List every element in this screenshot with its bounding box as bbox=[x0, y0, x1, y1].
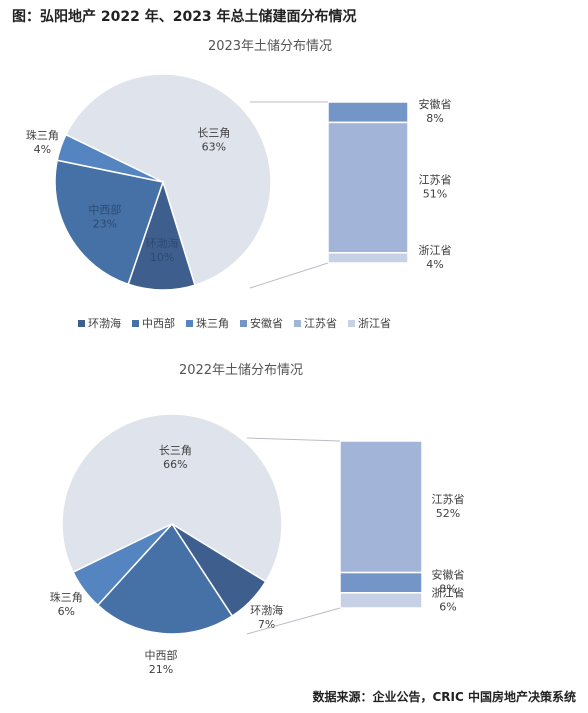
figure-title: 图：弘阳地产 2022 年、2023 年总土储建面分布情况 bbox=[12, 9, 357, 25]
legend-label-江苏省: 江苏省 bbox=[304, 317, 337, 330]
legend-swatch-环渤海 bbox=[78, 320, 85, 327]
slice-value-中西部: 21% bbox=[149, 663, 173, 676]
chart-title-1: 2022年土储分布情况 bbox=[179, 363, 303, 378]
bar-value-浙江省: 4% bbox=[426, 258, 443, 271]
slice-value-环渤海: 7% bbox=[258, 618, 275, 631]
legend-swatch-中西部 bbox=[132, 320, 139, 327]
legend-label-环渤海: 环渤海 bbox=[88, 316, 121, 330]
slice-label-中西部: 中西部 bbox=[88, 202, 121, 216]
slice-label-长三角: 长三角 bbox=[197, 126, 230, 139]
pie-slice-中西部 bbox=[54, 159, 164, 286]
legend-swatch-江苏省 bbox=[294, 320, 301, 327]
slice-value-珠三角: 6% bbox=[58, 605, 75, 618]
legend-swatch-安徽省 bbox=[240, 320, 247, 327]
chart-title-0: 2023年土储分布情况 bbox=[208, 39, 332, 54]
connector-line-bottom bbox=[246, 607, 341, 635]
slice-value-长三角: 63% bbox=[202, 140, 226, 153]
legend-swatch-珠三角 bbox=[186, 320, 193, 327]
bar-segment-江苏省 bbox=[339, 440, 423, 574]
connector-line-top bbox=[246, 437, 341, 442]
bar-segment-浙江省 bbox=[339, 592, 423, 609]
bar-label-安徽省: 安徽省 bbox=[432, 568, 465, 582]
bar-segment-安徽省 bbox=[339, 571, 423, 594]
slice-label-珠三角: 珠三角 bbox=[50, 590, 83, 604]
slice-label-长三角: 长三角 bbox=[159, 444, 192, 457]
slice-value-环渤海: 10% bbox=[150, 251, 174, 264]
bar-value-安徽省: 8% bbox=[426, 112, 443, 125]
bar-label-江苏省: 江苏省 bbox=[432, 493, 465, 506]
pie-slice-长三角 bbox=[64, 73, 272, 287]
legend-label-浙江省: 浙江省 bbox=[358, 317, 391, 330]
slice-value-珠三角: 4% bbox=[34, 143, 51, 156]
pie-slice-珠三角 bbox=[72, 523, 173, 607]
pie-slice-长三角 bbox=[61, 413, 283, 583]
slice-label-环渤海: 环渤海 bbox=[250, 603, 283, 617]
bar-label-浙江省: 浙江省 bbox=[419, 244, 452, 257]
source-note: 数据来源：企业公告，CRIC 中国房地产决策系统 bbox=[312, 690, 577, 704]
bar-value-江苏省: 52% bbox=[436, 507, 460, 520]
slice-label-环渤海: 环渤海 bbox=[146, 236, 179, 250]
slice-label-中西部: 中西部 bbox=[144, 648, 177, 662]
bar-label-江苏省: 江苏省 bbox=[419, 174, 452, 187]
bar-value-江苏省: 51% bbox=[423, 188, 447, 201]
bar-value-安徽省: 8% bbox=[439, 583, 456, 596]
bar-value-浙江省: 6% bbox=[439, 600, 456, 613]
legend-swatch-浙江省 bbox=[348, 320, 355, 327]
bar-segment-安徽省 bbox=[327, 101, 409, 124]
bar-segment-江苏省 bbox=[327, 121, 409, 254]
slice-value-长三角: 66% bbox=[163, 458, 187, 471]
bar-segment-浙江省 bbox=[327, 252, 409, 264]
bar-label-安徽省: 安徽省 bbox=[419, 97, 452, 111]
bar-label-浙江省: 浙江省 bbox=[432, 586, 465, 599]
slice-value-中西部: 23% bbox=[93, 217, 117, 230]
legend-label-珠三角: 珠三角 bbox=[196, 316, 229, 330]
legend-label-安徽省: 安徽省 bbox=[250, 316, 283, 330]
legend-label-中西部: 中西部 bbox=[142, 316, 175, 330]
pie-slice-珠三角 bbox=[56, 133, 164, 183]
connector-line-bottom bbox=[249, 262, 329, 289]
slice-label-珠三角: 珠三角 bbox=[26, 128, 59, 142]
pie-slice-中西部 bbox=[96, 522, 234, 635]
